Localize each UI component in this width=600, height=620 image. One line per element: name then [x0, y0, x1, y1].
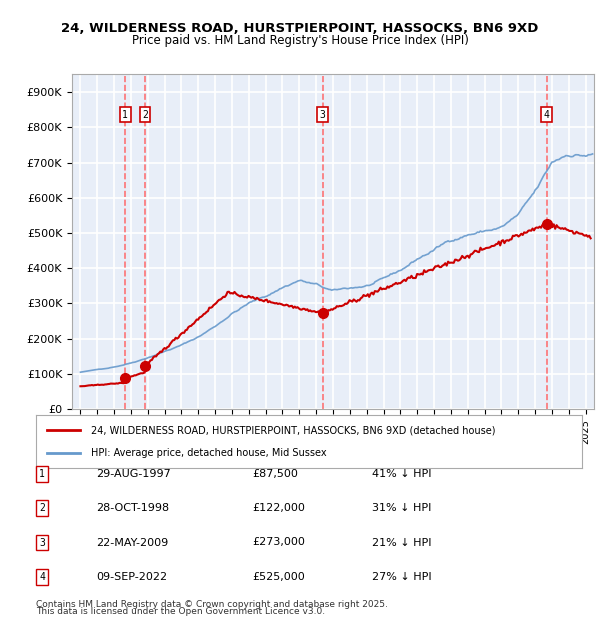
Text: 09-SEP-2022: 09-SEP-2022 [96, 572, 167, 582]
Text: £525,000: £525,000 [252, 572, 305, 582]
Text: 41% ↓ HPI: 41% ↓ HPI [372, 469, 431, 479]
Text: 22-MAY-2009: 22-MAY-2009 [96, 538, 168, 547]
Text: £122,000: £122,000 [252, 503, 305, 513]
Text: 28-OCT-1998: 28-OCT-1998 [96, 503, 169, 513]
Text: 27% ↓ HPI: 27% ↓ HPI [372, 572, 431, 582]
Text: Price paid vs. HM Land Registry's House Price Index (HPI): Price paid vs. HM Land Registry's House … [131, 34, 469, 47]
Text: 24, WILDERNESS ROAD, HURSTPIERPOINT, HASSOCKS, BN6 9XD: 24, WILDERNESS ROAD, HURSTPIERPOINT, HAS… [61, 22, 539, 35]
Text: 3: 3 [39, 538, 45, 547]
Text: 4: 4 [39, 572, 45, 582]
Text: 2: 2 [142, 110, 148, 120]
Text: 21% ↓ HPI: 21% ↓ HPI [372, 538, 431, 547]
Text: HPI: Average price, detached house, Mid Sussex: HPI: Average price, detached house, Mid … [91, 448, 326, 458]
Text: 2: 2 [39, 503, 45, 513]
Text: 29-AUG-1997: 29-AUG-1997 [96, 469, 171, 479]
Text: 1: 1 [39, 469, 45, 479]
Text: 31% ↓ HPI: 31% ↓ HPI [372, 503, 431, 513]
Text: Contains HM Land Registry data © Crown copyright and database right 2025.: Contains HM Land Registry data © Crown c… [36, 600, 388, 609]
Text: 4: 4 [544, 110, 550, 120]
Text: £87,500: £87,500 [252, 469, 298, 479]
Text: £273,000: £273,000 [252, 538, 305, 547]
Text: This data is licensed under the Open Government Licence v3.0.: This data is licensed under the Open Gov… [36, 607, 325, 616]
Text: 1: 1 [122, 110, 128, 120]
Text: 24, WILDERNESS ROAD, HURSTPIERPOINT, HASSOCKS, BN6 9XD (detached house): 24, WILDERNESS ROAD, HURSTPIERPOINT, HAS… [91, 425, 495, 435]
Text: 3: 3 [320, 110, 326, 120]
